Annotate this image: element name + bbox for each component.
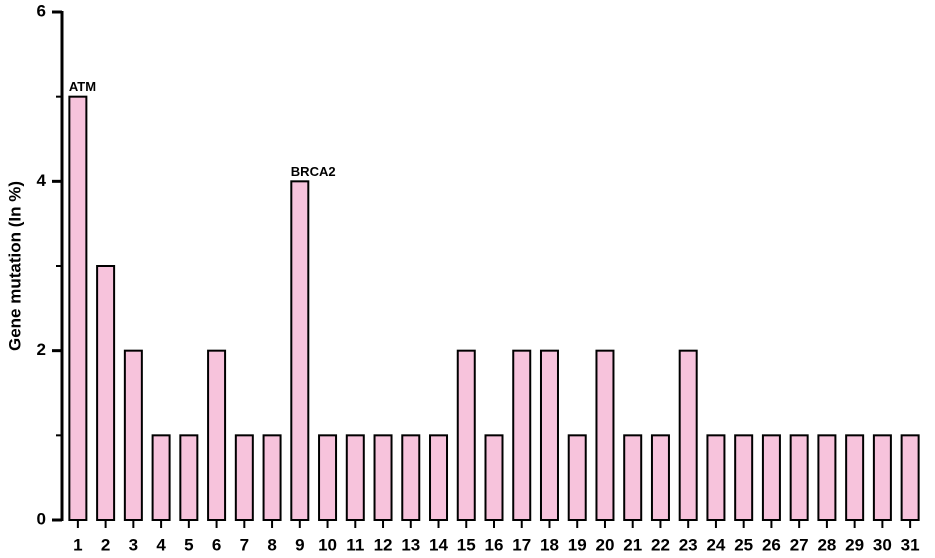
bar [678,349,698,521]
bar [734,434,754,522]
bar [845,434,865,522]
x-tick-label: 1 [73,535,82,554]
bar [567,434,587,522]
bar [706,434,726,522]
x-tick-label: 19 [568,535,587,554]
bar [484,434,504,522]
x-tick-label: 6 [212,535,221,554]
x-tick-label: 9 [295,535,304,554]
bar [262,434,282,522]
x-tick-label: 3 [129,535,138,554]
x-tick-label: 16 [485,535,504,554]
x-tick-label: 25 [734,535,753,554]
bar [151,434,171,522]
x-tick-label: 18 [540,535,559,554]
x-tick-label: 29 [845,535,864,554]
y-tick-label: 6 [37,1,46,20]
x-tick-label: 13 [401,535,420,554]
bar [650,434,670,522]
bar [595,349,615,521]
y-tick-label: 0 [37,509,46,528]
bar [96,265,116,521]
x-tick-label: 2 [101,535,110,554]
x-tick-label: 7 [240,535,249,554]
y-axis-label: Gene mutation (In %) [5,181,24,351]
bar [872,434,892,522]
x-tick-label: 23 [679,535,698,554]
bar [123,349,143,521]
x-tick-label: 4 [156,535,166,554]
x-tick-label: 14 [429,535,448,554]
x-tick-label: 20 [596,535,615,554]
x-tick-label: 30 [873,535,892,554]
x-tick-label: 8 [267,535,276,554]
annotation: ATM [69,79,96,94]
bar [789,434,809,522]
bar [345,434,365,522]
bar [290,180,310,521]
bar [373,434,393,522]
bar [539,349,559,521]
bar [318,434,338,522]
bar [900,434,920,522]
x-tick-label: 17 [512,535,531,554]
x-tick-label: 15 [457,535,476,554]
y-tick-label: 2 [37,340,46,359]
x-tick-label: 21 [623,535,642,554]
x-tick-label: 26 [762,535,781,554]
x-tick-label: 10 [318,535,337,554]
x-tick-label: 12 [374,535,393,554]
x-tick-label: 24 [706,535,725,554]
bar [456,349,476,521]
bar [179,434,199,522]
x-tick-label: 5 [184,535,193,554]
bar [234,434,254,522]
y-tick-label: 4 [37,171,47,190]
bar [817,434,837,522]
bar [512,349,532,521]
bar [401,434,421,522]
x-tick-label: 22 [651,535,670,554]
bar [623,434,643,522]
x-tick-label: 28 [817,535,836,554]
x-tick-label: 11 [346,535,364,554]
x-tick-label: 27 [790,535,809,554]
bar [207,349,227,521]
bar [68,95,88,522]
bar [429,434,449,522]
x-tick-label: 31 [901,535,920,554]
annotation: BRCA2 [291,164,336,179]
bar [761,434,781,522]
